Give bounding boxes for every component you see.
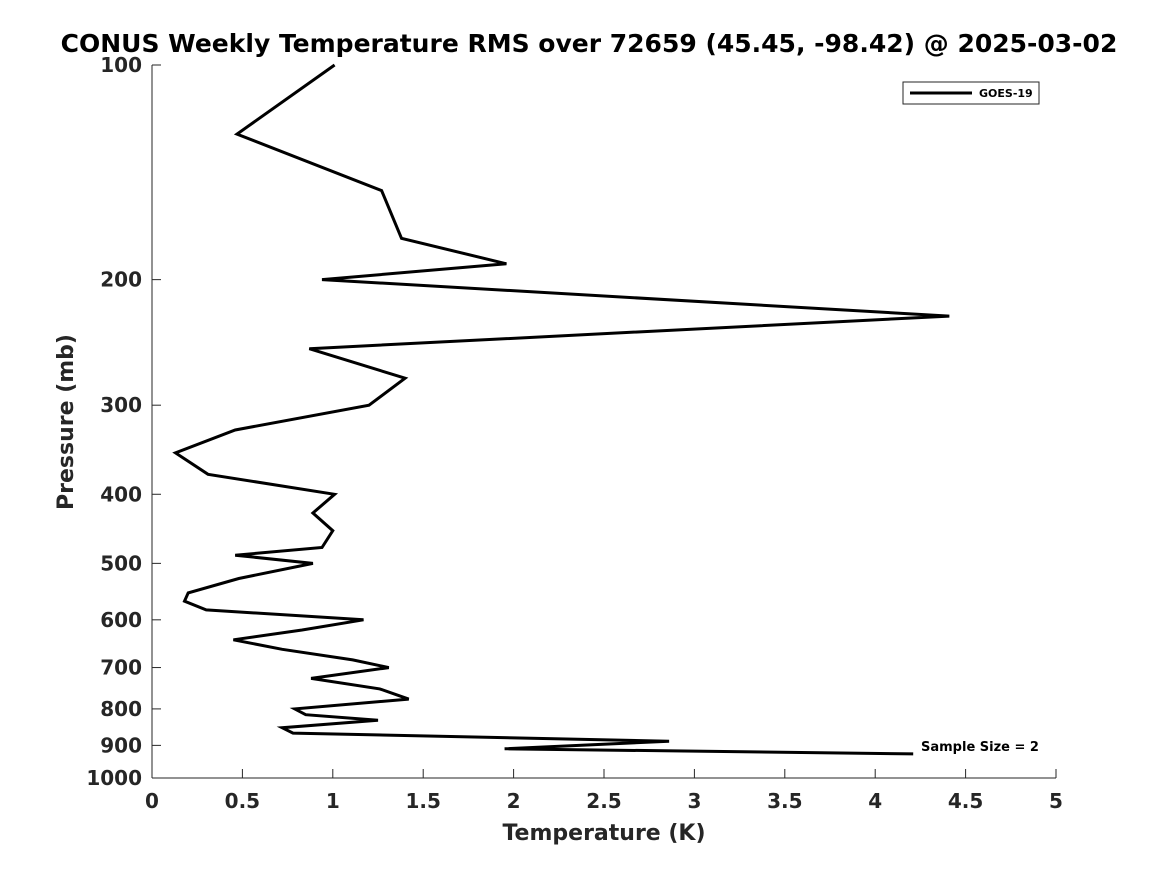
x-tick-label: 2 xyxy=(507,789,521,813)
x-tick-label: 1.5 xyxy=(405,789,440,813)
x-tick-label: 0.5 xyxy=(225,789,260,813)
sample-size-annotation: Sample Size = 2 xyxy=(921,740,1039,755)
y-tick-label: 400 xyxy=(100,482,142,506)
y-axis-label: Pressure (mb) xyxy=(54,334,79,510)
y-tick-label: 700 xyxy=(100,656,142,680)
series-line-goes-19 xyxy=(172,63,950,756)
x-tick-label: 2.5 xyxy=(586,789,621,813)
y-tick-label: 500 xyxy=(100,551,142,575)
series-layer xyxy=(172,63,950,756)
x-tick-label: 4 xyxy=(868,789,882,813)
y-tick-label: 1000 xyxy=(86,766,142,790)
x-tick-label: 5 xyxy=(1049,789,1063,813)
chart-title: CONUS Weekly Temperature RMS over 72659 … xyxy=(61,29,1118,58)
y-tick-label: 300 xyxy=(100,393,142,417)
legend: GOES-19 xyxy=(902,81,1040,105)
x-axis-label: Temperature (K) xyxy=(502,821,705,846)
y-tick-group: 100 200 300 400 500 600 700 800 900 1000 xyxy=(86,53,161,790)
x-tick-label: 3 xyxy=(687,789,701,813)
y-tick-label: 200 xyxy=(100,268,142,292)
y-tick-label: 900 xyxy=(100,733,142,757)
y-tick-label: 600 xyxy=(100,608,142,632)
y-tick-label: 800 xyxy=(100,697,142,721)
x-tick-label: 4.5 xyxy=(948,789,983,813)
legend-label-goes-19: GOES-19 xyxy=(979,87,1033,100)
x-tick-label: 1 xyxy=(326,789,340,813)
x-tick-group: 0 0.5 1 1.5 2 2.5 3 3.5 4 4.5 5 xyxy=(145,769,1063,813)
y-tick-label: 100 xyxy=(100,53,142,77)
x-tick-label: 0 xyxy=(145,789,159,813)
x-tick-label: 3.5 xyxy=(767,789,802,813)
